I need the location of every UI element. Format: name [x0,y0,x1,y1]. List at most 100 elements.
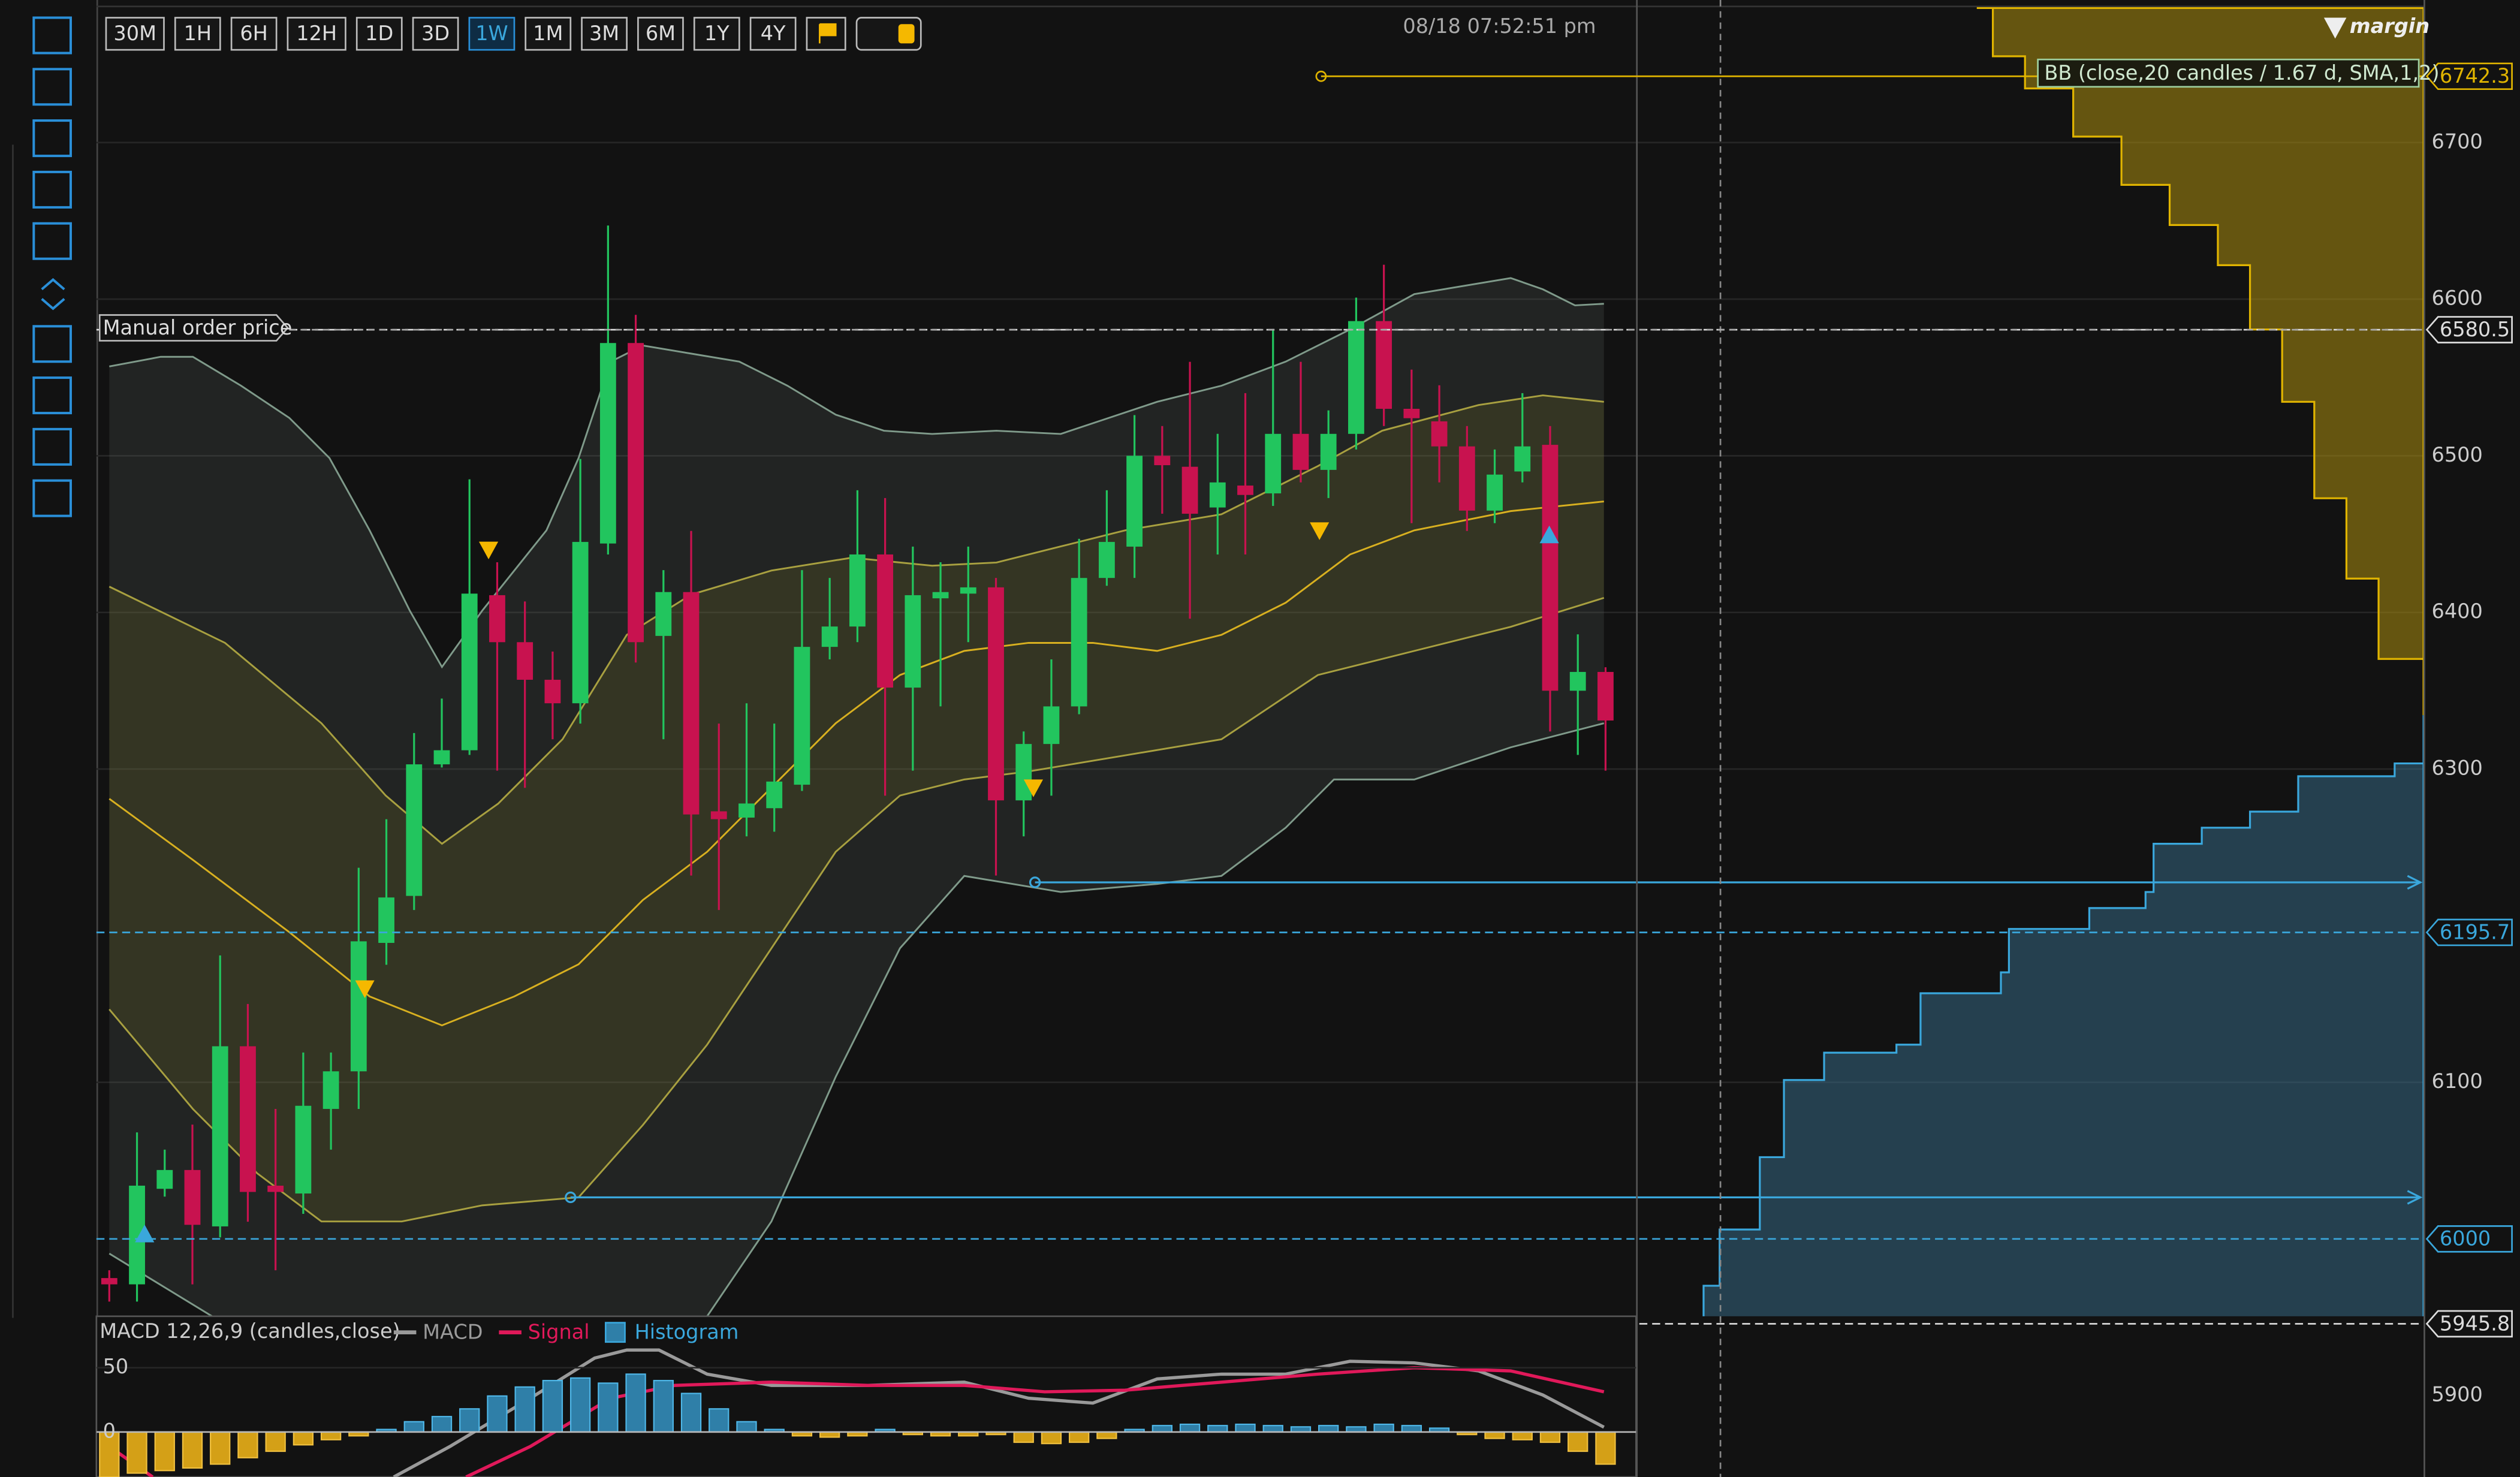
timeframe-button[interactable] [637,17,684,51]
candle-body [212,1046,228,1226]
candle-body [932,592,949,599]
candle-body [1098,542,1115,578]
timeframe-label[interactable]: 1H [184,22,212,45]
bb-inner-band [109,395,1604,1222]
tool-candles[interactable] [32,16,72,55]
candle-body [1431,421,1448,447]
histogram-bar [1568,1431,1588,1452]
candle-body [1181,466,1198,514]
histogram-bar [1096,1431,1117,1439]
timeframe-label[interactable]: 12H [296,22,337,45]
price-tick-label: 6400 [2432,599,2483,623]
price-tag: 5945.8 [2440,1312,2510,1335]
timeframe-label[interactable]: 1D [365,22,393,45]
histogram-bar [293,1431,314,1446]
timeframe-button[interactable] [230,17,278,51]
timeframe-label[interactable]: 3M [589,22,619,45]
timeframe-label[interactable]: 1W [475,22,508,45]
signal-markers [135,522,1559,1243]
candle-body [240,1046,256,1192]
histogram-bar [99,1431,120,1477]
candle-body [1126,456,1143,547]
candle-body [322,1071,339,1109]
manual-order-box [98,314,289,342]
price-tag-box [2425,62,2513,91]
histogram-bar [1318,1425,1339,1433]
timeframe-button[interactable] [355,17,403,51]
timeframe-button[interactable] [468,17,516,51]
buy-marker [1539,525,1559,544]
timeframe-button[interactable] [525,17,572,51]
alert-handle[interactable] [565,1191,577,1204]
tool-draw[interactable] [32,68,72,106]
tool-flag[interactable] [32,325,72,363]
histogram-bar [1069,1431,1090,1443]
candle-body [1237,486,1253,495]
tool-move[interactable] [32,376,72,415]
timeframe-button[interactable] [581,17,628,51]
tool-line[interactable] [32,119,72,158]
brand: margin [2350,14,2429,38]
candle-body [988,587,1004,801]
legend-swatch [605,1322,626,1343]
alert-handle[interactable] [1029,876,1041,888]
price-tag-box [2425,1310,2513,1338]
candle-body [710,811,727,819]
timeframe-label[interactable]: 1Y [704,22,730,45]
legend-label: Histogram [635,1321,739,1344]
bb-line [108,722,1605,1316]
timeframe-toolbar: 30M 1H 6H 12H 1D 3D 1W 1M 3M 6M 1Y 4Y [105,17,922,51]
histogram-bar [1595,1431,1616,1465]
bid-depth [1702,715,2424,1316]
timeframe-button[interactable] [287,17,346,51]
candle-body [489,595,505,643]
candle-body [572,542,589,704]
bb-line [108,596,1605,1223]
timeframe-button[interactable] [693,17,740,51]
flag-icon [819,23,837,44]
tool-ruler[interactable] [32,479,72,517]
candle-body [1514,446,1531,472]
histogram-bar [182,1431,203,1469]
timeframe-label[interactable]: 1M [533,22,563,45]
timeframe-button[interactable] [412,17,459,51]
timeframe-button[interactable] [749,17,797,51]
indicator-label: BB (close,20 candles / 1.67 d, SMA,1,2) [2044,61,2439,85]
tool-resize[interactable] [41,278,65,311]
histogram-bar [1373,1423,1394,1433]
level-handle[interactable] [1315,70,1327,82]
timeframe-button[interactable] [174,17,221,51]
candle-body [821,626,838,647]
timeframe-label[interactable]: 6M [646,22,676,45]
tool-percent[interactable] [32,222,72,260]
histogram-bar [736,1421,757,1433]
tool-fib[interactable] [32,170,72,209]
candle-body [1209,482,1226,508]
candle-body [517,642,533,680]
timeframe-button[interactable] [105,17,165,51]
tool-note[interactable] [32,427,72,466]
candle-body [184,1169,201,1225]
candle-body [1569,671,1586,691]
histogram-bar [265,1431,286,1452]
histogram-bar [1179,1423,1201,1433]
timeframe-label[interactable]: 6H [240,22,268,45]
histogram-bar [126,1431,147,1474]
histogram-bar [459,1408,480,1433]
candle-body [378,897,394,943]
candle-body [1154,456,1171,466]
price-tag: 6580.5 [2440,318,2510,341]
bb-line [109,277,1604,669]
price-tag-box [2425,316,2513,343]
timeframe-label[interactable]: 30M [113,22,156,45]
candle-body [1348,321,1364,434]
candle-body [628,343,644,643]
histogram-bar [1484,1431,1505,1439]
price-tag: 6000 [2440,1227,2491,1250]
histogram-bar [431,1416,453,1433]
timeframe-label[interactable]: 4Y [761,22,786,45]
panel-toggle-knob [898,24,915,44]
timeframe-label[interactable]: 3D [421,22,450,45]
candle-body [350,941,367,1072]
